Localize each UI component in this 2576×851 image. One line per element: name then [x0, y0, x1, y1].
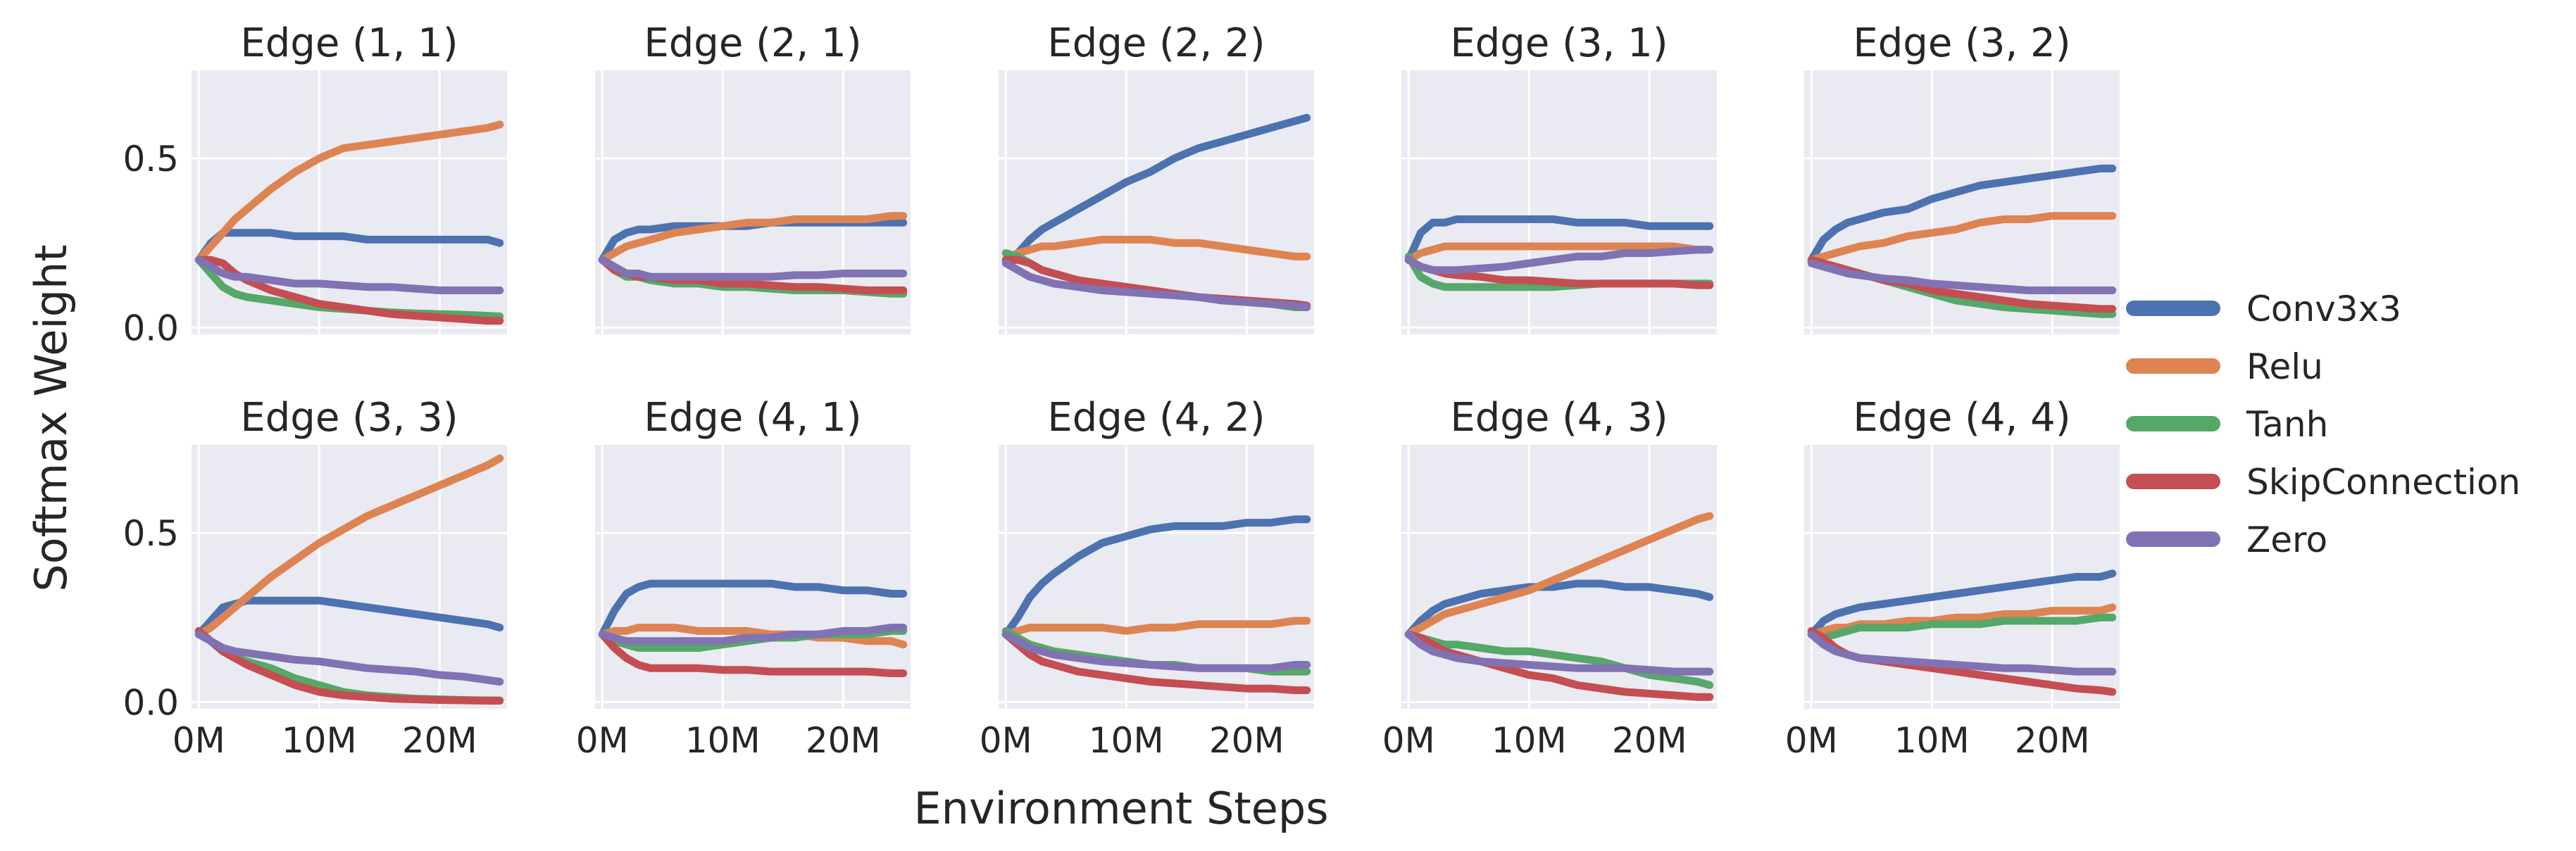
- y-tick-label: 0.0: [123, 308, 179, 348]
- x-tick-label: 20M: [1209, 720, 1284, 761]
- series-line-skipconnection: [194, 256, 504, 325]
- x-tick-label: 0M: [173, 720, 225, 761]
- x-tick-label: 10M: [1089, 720, 1164, 761]
- series-line-zero: [194, 630, 504, 686]
- series-line-relu: [1404, 512, 1714, 638]
- x-tick-label: 20M: [402, 720, 477, 761]
- series-line-zero: [598, 256, 908, 281]
- legend-label: Tanh: [2246, 404, 2328, 445]
- series-line-tanh: [1807, 613, 2117, 642]
- series-line-zero: [598, 624, 908, 645]
- series-line-relu: [1404, 242, 1714, 264]
- series-line-zero: [1404, 246, 1714, 275]
- x-tick-label: 0M: [980, 720, 1032, 761]
- x-tick-label: 20M: [1612, 720, 1687, 761]
- series-line-zero: [1807, 259, 2117, 294]
- x-tick-label: 10M: [685, 720, 761, 761]
- series-line-relu: [1807, 603, 2117, 638]
- panels-container: Edge (1, 1) 0.0 0.5 Edge (2, 1) Edge (2, 2) E…: [123, 20, 2120, 761]
- legend-item-zero: Zero: [2126, 519, 2327, 560]
- panel-title: Edge (4, 1): [644, 395, 861, 441]
- series-line-conv3x3: [598, 579, 908, 638]
- x-tick-label: 10M: [1492, 720, 1567, 761]
- panel-edge-2-1: Edge (2, 1): [595, 20, 911, 334]
- panel-edge-1-1: Edge (1, 1) 0.0 0.5: [123, 20, 507, 348]
- series-line-zero: [1001, 630, 1311, 672]
- series-line-conv3x3: [1001, 113, 1311, 264]
- y-tick-label: 0.5: [123, 513, 179, 554]
- panel-title: Edge (3, 2): [1853, 20, 2070, 66]
- series-line-skipconnection: [1404, 630, 1714, 701]
- legend-label: Conv3x3: [2246, 289, 2401, 329]
- series-line-relu: [1807, 212, 2117, 264]
- x-tick-label: 20M: [806, 720, 881, 761]
- x-tick-label: 20M: [2015, 720, 2090, 761]
- series-line-conv3x3: [1404, 215, 1714, 264]
- x-tick-label: 10M: [282, 720, 357, 761]
- series-line-relu: [194, 454, 504, 638]
- panel-edge-4-3: Edge (4, 3) 0M 10M 20M: [1382, 395, 1717, 761]
- panel-background: [1401, 70, 1717, 334]
- panel-title: Edge (3, 3): [240, 395, 458, 441]
- panel-edge-3-3: Edge (3, 3) 0.0 0.5 0M 10M 20M: [123, 395, 507, 761]
- panel-edge-4-1: Edge (4, 1) 0M 10M 20M: [576, 395, 911, 761]
- legend-item-conv3x3: Conv3x3: [2126, 289, 2401, 329]
- legend-label: SkipConnection: [2246, 462, 2520, 503]
- series-line-skipconnection: [598, 630, 908, 677]
- x-tick-label: 10M: [1894, 720, 1970, 761]
- x-tick-label: 0M: [1382, 720, 1435, 761]
- series-line-relu: [1001, 617, 1311, 638]
- panel-title: Edge (4, 4): [1853, 395, 2070, 441]
- series-line-conv3x3: [1001, 515, 1311, 638]
- series-line-conv3x3: [1807, 164, 2117, 264]
- legend-label: Relu: [2246, 346, 2323, 387]
- series-line-conv3x3: [1807, 569, 2117, 638]
- series-line-relu: [598, 624, 908, 649]
- y-tick-label: 0.0: [123, 682, 179, 723]
- panel-title: Edge (1, 1): [240, 20, 458, 66]
- panel-edge-3-1: Edge (3, 1): [1401, 20, 1717, 334]
- series-line-relu: [1001, 235, 1311, 264]
- series-line-zero: [1001, 259, 1311, 311]
- legend-item-relu: Relu: [2126, 346, 2323, 387]
- panel-edge-2-2: Edge (2, 2): [999, 20, 1314, 334]
- series-line-zero: [1807, 630, 2117, 676]
- series-line-relu: [598, 212, 908, 264]
- legend-label: Zero: [2246, 519, 2327, 560]
- panel-title: Edge (2, 2): [1047, 20, 1265, 66]
- series-line-conv3x3: [194, 229, 504, 264]
- series-line-relu: [194, 120, 504, 264]
- legend: Conv3x3 Relu Tanh SkipConnection Zero: [2126, 289, 2520, 560]
- panel-edge-4-4: Edge (4, 4) 0M 10M 20M: [1785, 395, 2120, 761]
- panel-title: Edge (4, 3): [1450, 395, 1668, 441]
- series-line-tanh: [1404, 630, 1714, 689]
- series-line-zero: [1404, 630, 1714, 676]
- panel-title: Edge (2, 1): [644, 20, 861, 66]
- series-line-zero: [194, 256, 504, 294]
- legend-item-tanh: Tanh: [2126, 404, 2328, 445]
- series-line-skipconnection: [194, 626, 504, 705]
- panel-edge-4-2: Edge (4, 2) 0M 10M 20M: [980, 395, 1314, 761]
- y-axis-label: Softmax Weight: [25, 244, 77, 591]
- x-tick-label: 0M: [1785, 720, 1838, 761]
- panel-title: Edge (3, 1): [1450, 20, 1668, 66]
- panel-edge-3-2: Edge (3, 2): [1804, 20, 2120, 334]
- series-line-conv3x3: [194, 596, 504, 638]
- legend-item-skipconnection: SkipConnection: [2126, 462, 2520, 503]
- panel-title: Edge (4, 2): [1047, 395, 1265, 441]
- x-tick-label: 0M: [576, 720, 629, 761]
- y-tick-label: 0.5: [123, 139, 179, 179]
- series-line-skipconnection: [1001, 630, 1311, 695]
- x-axis-label: Environment Steps: [913, 783, 1328, 834]
